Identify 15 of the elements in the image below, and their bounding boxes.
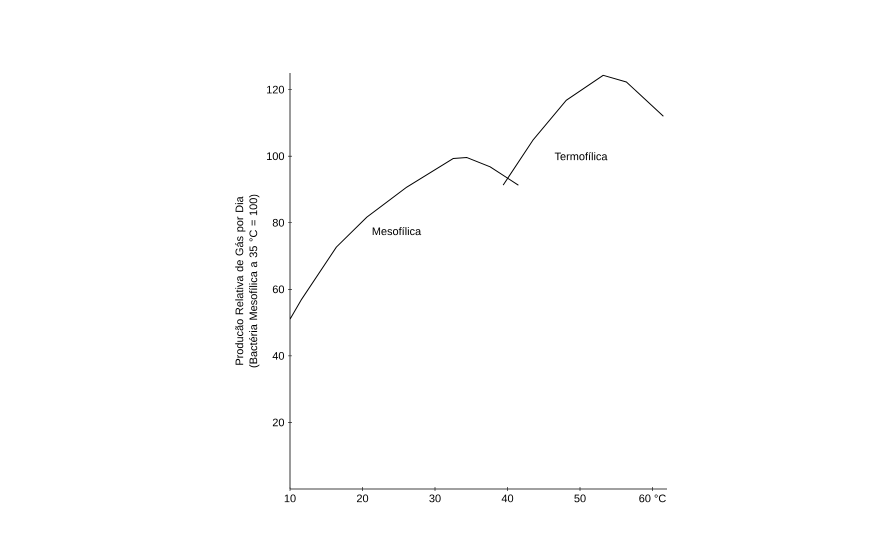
y-tick-label: 60 <box>272 285 284 294</box>
x-tick-label: 60 °C <box>639 494 666 502</box>
text: Termofílica <box>554 152 608 160</box>
y-axis-title: Producão Relativa de Gás por Dia (Bactéria Mesofílica a 35 °C = 100) <box>235 194 260 368</box>
x-tick-label: 40 <box>502 494 514 502</box>
y-tick-label: 20 <box>272 418 284 426</box>
x-tick-label: 30 <box>429 494 441 502</box>
y-tick-label: 40 <box>272 352 284 360</box>
x-tick-label: 50 <box>574 494 586 502</box>
series-label: Mesofílica <box>372 226 422 236</box>
x-tick-label: 10 <box>284 494 296 502</box>
y-tick-label: 120 <box>267 86 284 94</box>
y-tick-label: 80 <box>272 218 284 227</box>
x-tick-label: 20 <box>356 494 368 502</box>
y-tick-label: 100 <box>267 152 284 160</box>
